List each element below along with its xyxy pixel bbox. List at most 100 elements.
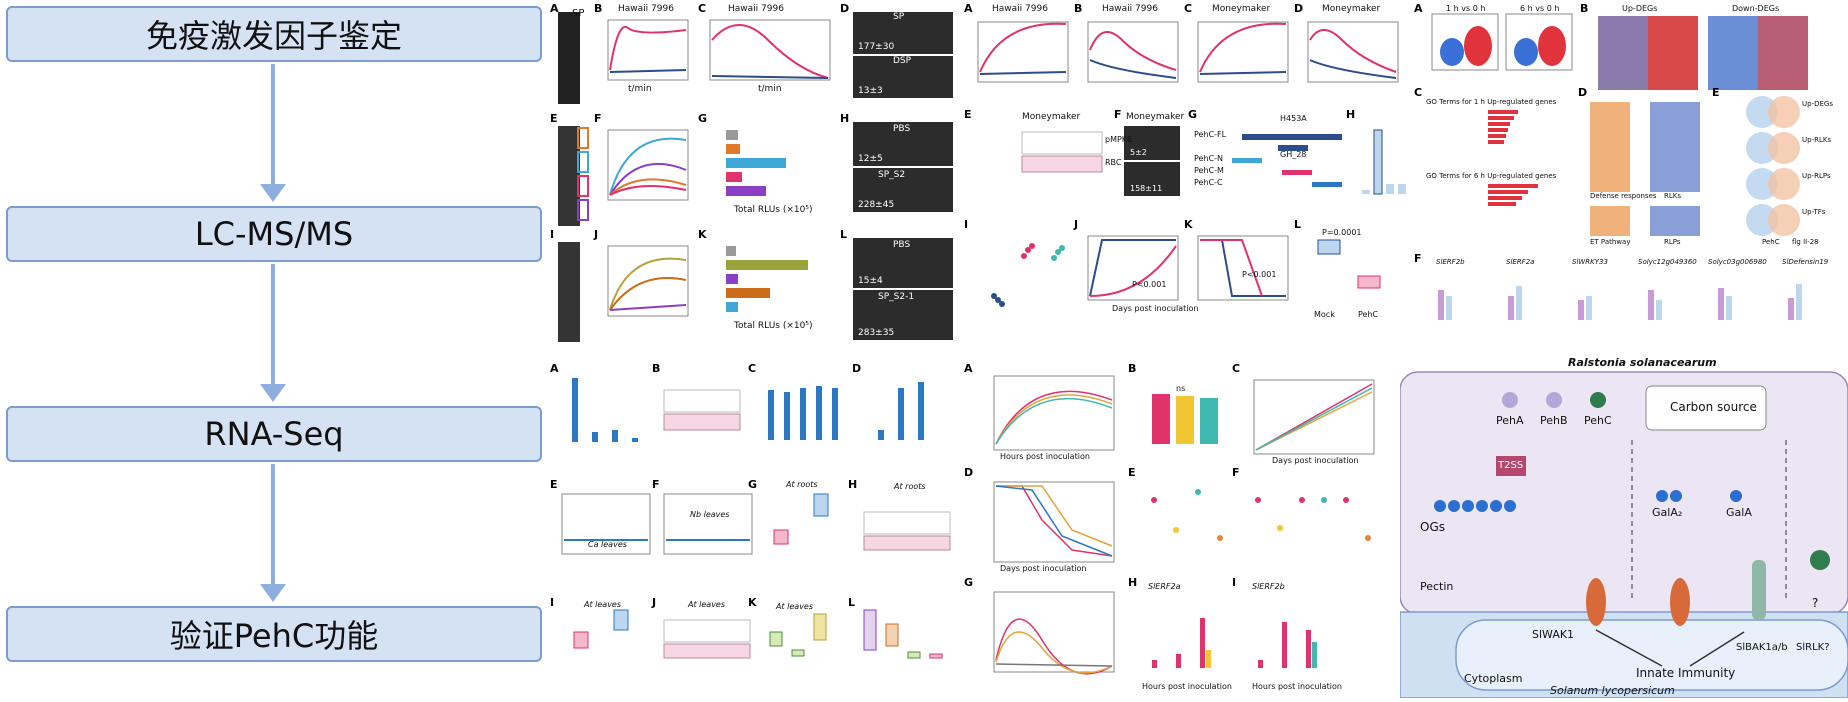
gene-title: Solyc03g006980	[1708, 258, 1767, 266]
panel-label-i: I	[964, 218, 968, 231]
panel-label-h: H	[1128, 576, 1137, 589]
panel-label-h: H	[1346, 108, 1355, 121]
lane-box-s2	[577, 151, 589, 173]
panel-label-b: B	[1128, 362, 1136, 375]
bar-pehc-c	[1398, 184, 1406, 194]
pehc-line	[1199, 22, 1287, 73]
leaf-image	[853, 238, 953, 288]
gel-image	[558, 12, 580, 104]
box-pehc	[813, 493, 829, 517]
image-label: SP_S2	[878, 170, 906, 180]
s2-line	[609, 137, 687, 196]
gst-line	[1309, 59, 1397, 79]
gene-title: SlERF2b	[1252, 582, 1285, 591]
scatter-gst	[991, 293, 1005, 307]
p-value: P<0.001	[1132, 280, 1167, 289]
venn-up-rlks	[1746, 132, 1800, 164]
bar-s2-4	[726, 302, 738, 312]
wak-like-receptor	[1670, 578, 1690, 626]
rbc-image	[1021, 155, 1103, 173]
s1-line	[609, 178, 687, 196]
construct-label: PehC-C	[1194, 178, 1223, 187]
rbc-image	[863, 535, 951, 551]
s3-line	[609, 185, 687, 196]
panel-title: Ca leaves	[588, 540, 627, 549]
panel-label-g: G	[748, 478, 757, 491]
chart-frame	[561, 493, 651, 555]
slbak1-receptor	[1752, 560, 1766, 620]
compehc-line	[995, 485, 1113, 557]
workflow-step-lcms: LC-MS/MS	[6, 206, 542, 262]
gene-title: SlERF2a	[1506, 258, 1535, 266]
bar-s2-2	[726, 274, 738, 284]
bar-pbs	[726, 130, 738, 140]
ns-label: ns	[1176, 384, 1186, 393]
panel-title: Moneymaker	[1022, 112, 1081, 122]
go-bar	[1488, 202, 1516, 206]
box-sobir1	[813, 613, 827, 641]
pehc-line	[1200, 239, 1263, 297]
bar-cotyledon	[612, 430, 618, 442]
leaf-image	[1124, 126, 1180, 160]
domain-n	[1232, 158, 1262, 163]
bar-pehc-m	[1386, 184, 1394, 194]
heatmap-et	[1590, 206, 1630, 236]
gene-title: SlERF2b	[1436, 258, 1465, 266]
model-diagram-art	[1399, 371, 1848, 699]
axis-label: t/min	[758, 84, 782, 94]
venn-label: Up-DEGs	[1802, 100, 1833, 108]
scatter-pehc	[1021, 243, 1035, 259]
panel-label-c: C	[748, 362, 756, 375]
figure-2-panels: A B C D E F G	[964, 2, 1406, 307]
count-label: 15±4	[858, 276, 883, 286]
figure-1: A B C D E F G	[548, 0, 960, 355]
legend-label: PehC	[1762, 238, 1780, 246]
axis-label: Hours post inoculation	[1000, 452, 1090, 461]
venn-up-degs	[1746, 96, 1800, 128]
bar-s1	[726, 144, 740, 154]
panel-title: Hawaii 7996	[618, 4, 674, 14]
carbon-source-box	[1645, 385, 1767, 431]
chart-frame	[663, 493, 753, 555]
s4-line	[609, 162, 687, 196]
workflow-arrow-head	[260, 184, 286, 202]
count-label: 13±3	[858, 86, 883, 96]
ogs-chain	[1434, 500, 1516, 512]
leaf-image	[853, 122, 953, 166]
panel-title: GO Terms for 1 h Up-regulated genes	[1426, 98, 1557, 106]
box-bak1	[791, 649, 805, 657]
panel-label-d: D	[964, 466, 973, 479]
panel-title: At leaves	[584, 600, 622, 609]
signal-arrow	[1595, 629, 1663, 667]
figure-5-panels: A B C D E F	[964, 362, 1375, 675]
rbc-image	[663, 643, 751, 659]
bar-wt	[1152, 394, 1170, 444]
pehc-line	[1089, 245, 1177, 297]
venn-label: Up-RLKs	[1802, 136, 1832, 144]
bar-s2	[726, 158, 786, 168]
panel-label-e: E	[1128, 466, 1136, 479]
axis-label: Hours post inoculation	[1142, 682, 1232, 691]
panel-label-f: F	[1232, 466, 1240, 479]
gala-glyphs	[1656, 490, 1742, 502]
panel-label-i: I	[550, 596, 554, 609]
bars-i	[1258, 622, 1317, 668]
slwak1-receptor	[1586, 578, 1606, 626]
gst-line	[1089, 59, 1177, 79]
panel-label-c: C	[1414, 86, 1422, 99]
workflow-arrow-line	[271, 464, 275, 584]
gene-title: SlDefensin19	[1782, 258, 1829, 266]
p-value: P<0.001	[1242, 270, 1277, 279]
mock-line	[1089, 239, 1176, 297]
bar-s3	[726, 172, 742, 182]
image-label: SP	[893, 12, 905, 22]
legend-label: flg II-28	[1792, 238, 1819, 246]
leaf-image	[853, 290, 953, 340]
workflow-step-immune-elicitor: 免疫激发因子鉴定	[6, 6, 542, 62]
workflow-arrow-head	[260, 584, 286, 602]
go-bar	[1488, 140, 1504, 144]
dsp-line	[609, 69, 687, 73]
figure-3-panels: A B C D	[1414, 2, 1808, 320]
panel-label-e: E	[550, 112, 558, 125]
heatmap-defense	[1590, 102, 1630, 192]
